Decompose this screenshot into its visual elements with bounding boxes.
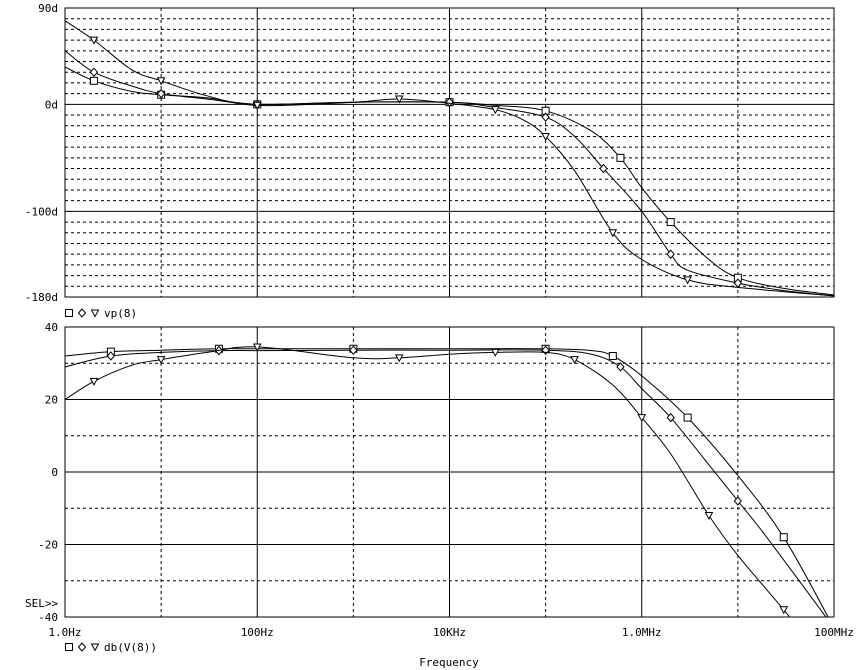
data-point-triangle: [156, 356, 166, 365]
legend-marker-diamond: [77, 308, 87, 318]
data-point-triangle: [252, 343, 262, 352]
data-point-triangle: [541, 132, 550, 141]
x-tick-label: 10KHz: [433, 626, 466, 639]
data-point-triangle: [394, 354, 404, 363]
data-point-square: [89, 76, 98, 85]
legend-marker-square: [65, 309, 73, 317]
data-point-triangle: [608, 229, 618, 238]
x-tick-label: 1.0MHz: [622, 626, 662, 639]
data-point-triangle: [779, 606, 789, 615]
data-point-triangle: [570, 356, 579, 365]
traces: [65, 343, 829, 617]
data-point-diamond: [616, 362, 625, 372]
data-point-triangle: [491, 348, 500, 357]
data-point-triangle: [89, 377, 99, 386]
data-point-diamond: [599, 163, 608, 174]
data-point-diamond: [106, 351, 116, 361]
y-tick-label: 20: [45, 394, 58, 407]
y-tick-label: 40: [45, 321, 58, 334]
y-tick-label: -20: [38, 539, 58, 552]
data-point-diamond: [666, 412, 675, 423]
y-tick-label: -100d: [25, 205, 58, 218]
series-line-diamond: [65, 349, 827, 617]
data-point-triangle: [491, 106, 500, 115]
phase-legend: vp(8): [65, 307, 137, 320]
y-tick-label: 0: [51, 466, 58, 479]
magnitude-legend: db(V(8)): [65, 641, 157, 654]
data-point-square: [608, 352, 617, 360]
y-tick-label: -40: [38, 611, 58, 624]
x-axis-title: Frequency: [419, 656, 479, 669]
data-point-triangle: [156, 77, 166, 86]
phase-panel: 90d 0d -100d -180d: [25, 2, 835, 304]
data-point-triangle: [89, 36, 99, 45]
legend-marker-diamond: [77, 642, 87, 652]
x-tick-label: 100Hz: [241, 626, 274, 639]
legend-label: db(V(8)): [104, 641, 157, 654]
data-point-square: [666, 218, 675, 227]
legend-marker-square: [65, 643, 73, 651]
data-point-square: [616, 153, 625, 162]
data-point-triangle: [683, 276, 692, 285]
data-point-diamond: [666, 249, 675, 259]
data-point-triangle: [252, 101, 262, 110]
data-point-triangle: [637, 414, 647, 423]
sel-marker-label: SEL>>: [25, 597, 58, 610]
x-tick-label: 1.0Hz: [48, 626, 81, 639]
x-tick-label: 100MHz: [814, 626, 854, 639]
data-point-diamond: [445, 97, 454, 107]
data-point-triangle: [704, 512, 714, 521]
y-tick-label: 0d: [45, 98, 58, 111]
legend-marker-triangle: [90, 643, 100, 652]
plot-frame: [64, 7, 835, 298]
magnitude-panel: 40 20 0 -20 -40 1.0Hz 100Hz 10KHz 1.0MHz 100MHz: [38, 321, 854, 639]
y-tick-label: 90d: [38, 2, 58, 15]
y-tick-label: -180d: [25, 291, 58, 304]
data-point-diamond: [733, 496, 743, 506]
data-point-diamond: [89, 67, 99, 77]
data-point-square: [683, 413, 692, 422]
traces: [65, 20, 834, 297]
data-point-diamond: [349, 345, 358, 355]
data-point-triangle: [394, 95, 404, 104]
data-point-diamond: [541, 112, 550, 122]
data-point-square: [779, 533, 788, 542]
data-point-diamond: [156, 88, 166, 99]
legend-marker-triangle: [90, 309, 100, 318]
plot-frame: [64, 326, 835, 618]
legend-label: vp(8): [104, 307, 137, 320]
